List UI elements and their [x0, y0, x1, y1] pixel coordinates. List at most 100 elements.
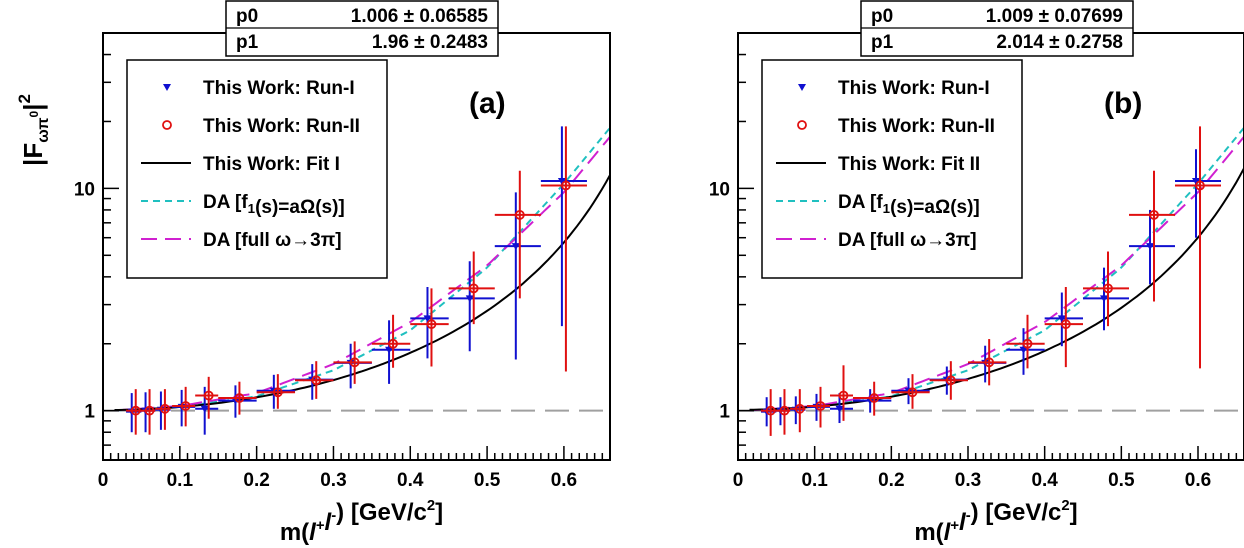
legend-item: This Work: Run-II — [162, 116, 360, 137]
data-point — [195, 376, 219, 419]
data-point — [1006, 328, 1045, 375]
data-point — [807, 386, 830, 428]
marker-circle — [1195, 180, 1205, 191]
data-point — [1129, 170, 1175, 302]
x-axis: 0 0.1 0.2 0.3 0.4 0.5 0.6 — [98, 446, 604, 491]
data-point — [333, 341, 372, 384]
marker-circle — [468, 283, 479, 294]
marker-circle — [907, 387, 918, 398]
x-axis: 0 0.1 0.2 0.3 0.4 0.5 0.6 — [733, 446, 1238, 491]
fit-curve — [114, 174, 610, 411]
marker-circle — [779, 405, 790, 416]
legend-label: This Work: Fit I — [203, 154, 340, 175]
marker-circle — [838, 390, 849, 401]
x-tick-label: 0.1 — [167, 470, 194, 491]
x-tick-label: 0.3 — [320, 470, 346, 491]
marker-circle — [180, 401, 191, 411]
legend-marker-triangle — [163, 84, 171, 91]
y-tick-label: 10 — [74, 179, 95, 200]
x-tick-label: 0 — [733, 470, 744, 491]
data-point — [1044, 287, 1083, 368]
x-tick-label: 0.6 — [551, 470, 577, 491]
fit-param-value: 1.006 ± 0.06585 — [351, 6, 489, 27]
legend: This Work: Run-I This Work: Run-II This Wo… — [761, 59, 1023, 279]
x-tick-label: 0 — [98, 470, 109, 491]
y-axis-title: |Fωπ0|2 — [15, 94, 52, 166]
data-point — [853, 389, 892, 413]
marker-triangle — [1146, 243, 1154, 251]
marker-triangle — [1057, 315, 1066, 323]
data-point — [155, 389, 171, 430]
fit-param-value: 1.96 ± 0.2483 — [372, 32, 488, 53]
x-tick-label: 0.4 — [397, 470, 424, 491]
data-point — [830, 365, 853, 421]
y-tick-label: 10 — [709, 179, 730, 200]
data-point — [256, 374, 296, 409]
fit-stats-box: p0 1.009 ± 0.07699 p1 2.014 ± 0.2758 — [860, 0, 1134, 57]
legend-label: DA [f1(s)=aΩ(s)] — [838, 192, 980, 218]
data-point — [790, 389, 806, 433]
data-point — [371, 320, 411, 384]
curve-4 — [114, 136, 610, 412]
legend-item: This Work: Run-I — [163, 78, 355, 99]
legend-item: This Work: Run-I — [798, 78, 990, 99]
legend-item: This Work: Fit I — [141, 154, 340, 175]
plot-area — [738, 126, 1244, 436]
panel-label: (a) — [469, 87, 506, 120]
fit-param-value: 1.009 ± 0.07699 — [986, 6, 1123, 27]
data-point — [891, 378, 930, 405]
data-point — [295, 361, 334, 399]
legend: This Work: Run-I This Work: Run-II This Wo… — [126, 59, 388, 279]
chart-panel-a: 0 0.1 0.2 0.3 0.4 0.5 0.6 1 10 m(l+l-) [GeV/c2] |F… — [15, 0, 611, 546]
data-point — [1006, 314, 1045, 369]
fit-param-value: 2.014 ± 0.2758 — [996, 32, 1123, 53]
marker-circle — [1022, 338, 1033, 349]
x-tick-label: 0.5 — [1108, 470, 1135, 491]
data-point — [126, 389, 142, 435]
x-axis-title: m(l+l-) [GeV/c2] — [914, 498, 1077, 546]
marker-circle — [815, 401, 826, 411]
data-point — [761, 389, 777, 436]
fit-param-name: p1 — [236, 32, 259, 53]
data-point — [540, 126, 587, 372]
data-point — [830, 393, 853, 424]
data-point — [410, 287, 449, 359]
legend-item: DA [full ω→3π] — [776, 230, 977, 251]
marker-triangle — [385, 346, 394, 354]
data-point — [494, 192, 541, 360]
marker-circle — [765, 405, 776, 416]
chart-panel-b: 0 0.1 0.2 0.3 0.4 0.5 0.6 1 10 m(l+l-) [GeV/c2] (b… — [709, 0, 1244, 546]
curve-3 — [749, 127, 1244, 412]
x-tick-label: 0.2 — [243, 470, 269, 491]
marker-circle — [984, 357, 995, 368]
legend-item: This Work: Run-II — [797, 116, 995, 137]
data-point — [1129, 209, 1175, 285]
legend-frame — [126, 59, 388, 279]
legend-label: DA [full ω→3π] — [838, 230, 977, 251]
marker-circle — [869, 393, 880, 403]
fit-param-name: p0 — [236, 6, 258, 27]
curve-4 — [749, 136, 1244, 412]
fit-param-name: p1 — [871, 32, 894, 53]
fit-curve — [749, 167, 1244, 411]
data-point — [774, 389, 791, 435]
data-point — [1044, 292, 1083, 347]
marker-triangle — [1100, 295, 1108, 303]
data-point — [218, 385, 257, 418]
data-point — [410, 288, 449, 367]
legend-label: This Work: Run-II — [203, 116, 360, 137]
x-tick-label: 0.2 — [878, 470, 904, 491]
legend-item: DA [f1(s)=aΩ(s)] — [141, 192, 345, 218]
marker-triangle — [1019, 346, 1028, 354]
marker-circle — [144, 405, 155, 416]
marker-circle — [203, 390, 214, 401]
marker-circle — [349, 357, 360, 368]
marker-triangle — [231, 397, 240, 405]
x-tick-label: 0.5 — [474, 470, 501, 491]
legend-label: This Work: Run-II — [838, 116, 995, 137]
y-axis-title-group: |Fωπ0|2 — [15, 94, 52, 166]
legend-label: DA [f1(s)=aΩ(s)] — [203, 192, 345, 218]
marker-circle — [1149, 209, 1159, 220]
marker-circle — [1103, 283, 1113, 294]
